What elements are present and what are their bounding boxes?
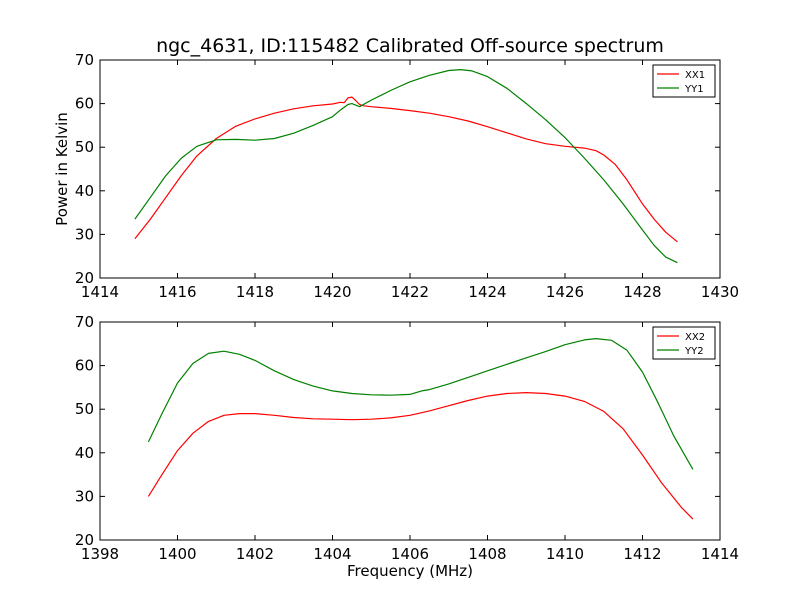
chart0-ytick-label: 60	[75, 95, 94, 113]
chart1-xtick-label: 1404	[313, 545, 351, 563]
chart1-xtick-label: 1412	[623, 545, 661, 563]
chart1-xlabel: Frequency (MHz)	[347, 562, 473, 580]
bottom-spectrum-plot: 1398 1400 1402 1404 1406 1408 1410 1412 1414 20 30…	[75, 313, 739, 580]
chart0-xtick-label: 1430	[701, 283, 739, 301]
chart0-ytick-label: 30	[75, 225, 94, 243]
chart1-series-xx2-line	[147, 392, 694, 520]
chart1-ytick-label: 20	[75, 531, 94, 549]
chart1-xtick-label: 1410	[546, 545, 584, 563]
chart1-legend-label-yy2: YY2	[684, 346, 704, 357]
chart1-ytick-label: 30	[75, 487, 94, 505]
chart1-xtick-label: 1414	[701, 545, 739, 563]
chart0-xtick-label: 1414	[81, 283, 119, 301]
chart1-legend-box	[652, 326, 716, 360]
chart0-ytick-label: 70	[75, 51, 94, 69]
chart1-ytick-label: 40	[75, 444, 94, 462]
chart0-series-yy1-line	[134, 68, 678, 264]
chart0-xtick-label: 1418	[236, 283, 274, 301]
chart0-xtick-label: 1426	[546, 283, 584, 301]
chart0-ytick-label: 20	[75, 269, 94, 287]
chart0-series-xx1-line	[134, 96, 678, 243]
chart0-xtick-label: 1424	[468, 283, 506, 301]
chart0-xtick-label: 1422	[391, 283, 429, 301]
chart0-legend-label-yy1: YY1	[684, 84, 704, 95]
chart0-legend-box	[652, 64, 716, 98]
chart1-xtick-label: 1408	[468, 545, 506, 563]
chart1-series-yy2-line	[147, 338, 694, 470]
chart1-ytick-label: 50	[75, 400, 94, 418]
chart0-ytick-label: 40	[75, 182, 94, 200]
chart0-legend-label-xx1: XX1	[685, 70, 705, 81]
chart1-ytick-label: 60	[75, 357, 94, 375]
chart0-xtick-label: 1420	[313, 283, 351, 301]
chart0-ytick-label: 50	[75, 138, 94, 156]
chart0-xtick-label: 1428	[623, 283, 661, 301]
figure-title: ngc_4631, ID:115482 Calibrated Off-sourc…	[156, 35, 664, 57]
chart1-xtick-label: 1398	[81, 545, 119, 563]
chart0-ylabel: Power in Kelvin	[53, 112, 71, 226]
chart1-legend-label-xx2: XX2	[685, 332, 705, 343]
top-spectrum-plot: 1414 1416 1418 1420 1422 1424 1426 1428 1430 20 30…	[53, 51, 739, 301]
chart1-ytick-label: 70	[75, 313, 94, 331]
chart0-xtick-label: 1416	[158, 283, 196, 301]
chart1-xtick-label: 1400	[158, 545, 196, 563]
chart1-xtick-label: 1402	[236, 545, 274, 563]
chart1-xtick-label: 1406	[391, 545, 429, 563]
